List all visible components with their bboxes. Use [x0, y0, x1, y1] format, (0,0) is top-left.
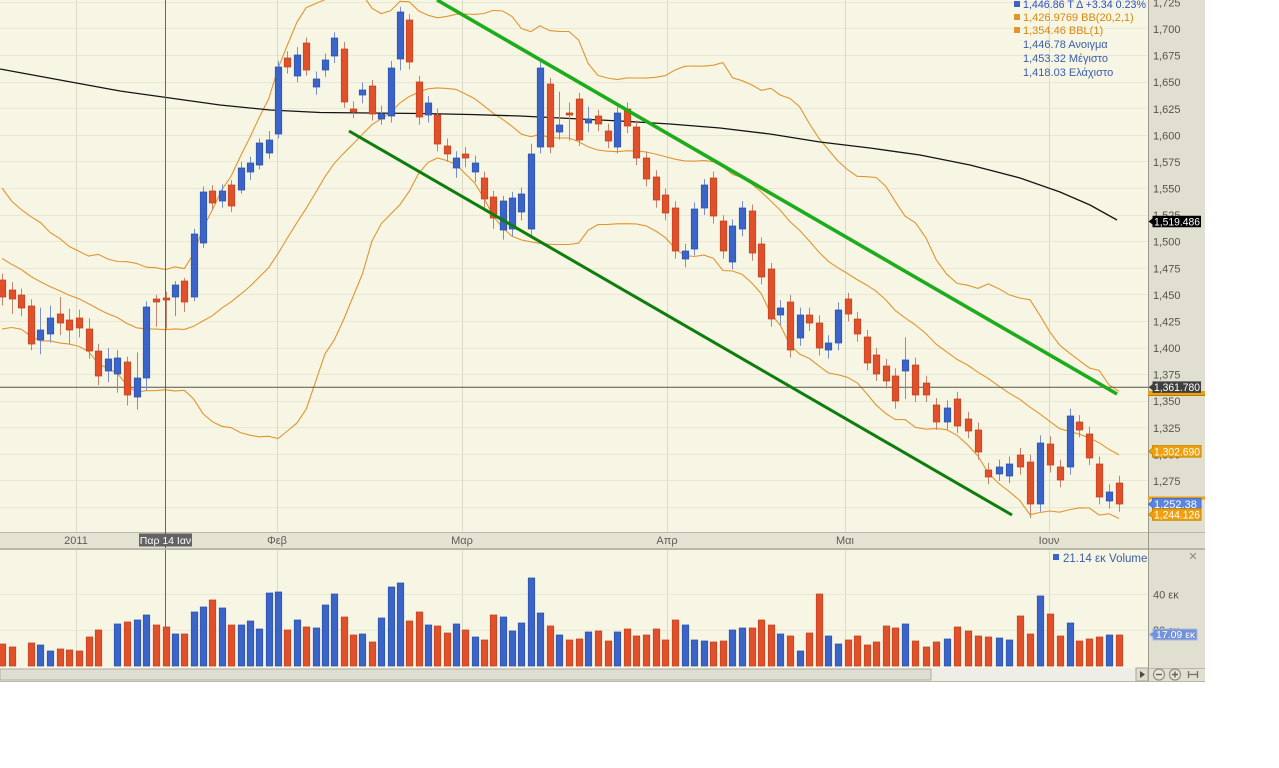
svg-text:1,354.46 BBL(1): 1,354.46 BBL(1) [1023, 25, 1103, 37]
svg-text:1,625: 1,625 [1153, 104, 1181, 116]
svg-text:1,700: 1,700 [1153, 24, 1181, 36]
svg-text:1,302.690: 1,302.690 [1154, 446, 1200, 458]
svg-text:✕: ✕ [1188, 551, 1197, 563]
svg-text:1,675: 1,675 [1153, 51, 1181, 63]
svg-text:1,446.78 Ανοιγμα: 1,446.78 Ανοιγμα [1023, 39, 1108, 51]
svg-text:1,418.03 Ελάχιστο: 1,418.03 Ελάχιστο [1023, 67, 1113, 79]
svg-text:1,361.780: 1,361.780 [1154, 382, 1200, 394]
svg-text:1,450: 1,450 [1153, 290, 1181, 302]
svg-text:1,519.486: 1,519.486 [1154, 216, 1200, 228]
svg-text:1,400: 1,400 [1153, 343, 1181, 355]
svg-text:1,453.32 Μέγιστο: 1,453.32 Μέγιστο [1023, 53, 1108, 65]
svg-text:1,425: 1,425 [1153, 317, 1181, 329]
svg-text:40 εκ: 40 εκ [1153, 589, 1179, 601]
svg-text:21.14 εκ Volume: 21.14 εκ Volume [1063, 553, 1147, 565]
svg-text:Παρ 14 Ιαν: Παρ 14 Ιαν [140, 535, 191, 547]
svg-text:1,252.38: 1,252.38 [1154, 499, 1197, 511]
svg-text:1,650: 1,650 [1153, 77, 1181, 89]
svg-text:17.09 εκ: 17.09 εκ [1156, 629, 1196, 641]
svg-text:1,325: 1,325 [1153, 423, 1181, 435]
svg-text:Μαι: Μαι [836, 535, 855, 547]
svg-text:1,475: 1,475 [1153, 263, 1181, 275]
svg-text:Μαρ: Μαρ [451, 535, 473, 547]
svg-text:1,350: 1,350 [1153, 396, 1181, 408]
svg-text:Απρ: Απρ [656, 535, 677, 547]
svg-text:1,600: 1,600 [1153, 130, 1181, 142]
svg-text:1,725: 1,725 [1153, 0, 1181, 9]
svg-text:Ιουν: Ιουν [1039, 535, 1060, 547]
svg-text:1,275: 1,275 [1153, 476, 1181, 488]
svg-text:1,244.126: 1,244.126 [1154, 509, 1200, 521]
svg-text:Φεβ: Φεβ [267, 535, 287, 547]
svg-text:1,575: 1,575 [1153, 157, 1181, 169]
svg-text:1,375: 1,375 [1153, 370, 1181, 382]
svg-text:1,500: 1,500 [1153, 237, 1181, 249]
svg-text:1,446.86 Τ Δ +3.34 0.23%: 1,446.86 Τ Δ +3.34 0.23% [1023, 0, 1146, 11]
svg-text:2011: 2011 [64, 535, 88, 547]
svg-text:1,426.9769 BB(20,2,1): 1,426.9769 BB(20,2,1) [1023, 12, 1134, 24]
svg-text:1,550: 1,550 [1153, 184, 1181, 196]
